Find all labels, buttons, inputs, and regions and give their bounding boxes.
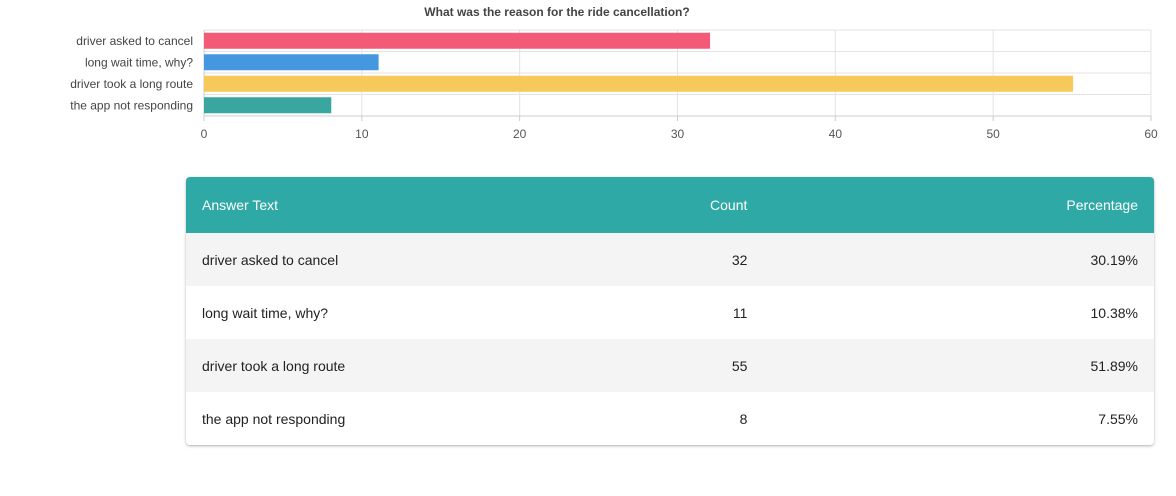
bar (204, 32, 711, 49)
table-row: driver asked to cancel 32 30.19% (186, 233, 1154, 286)
row-percentage: 30.19% (1090, 251, 1138, 268)
bar (204, 75, 1074, 92)
category-label: long wait time, why? (85, 55, 193, 69)
row-count: 55 (731, 357, 748, 374)
x-tick-label: 40 (829, 127, 843, 141)
bar (204, 54, 379, 71)
x-tick-label: 50 (986, 127, 1000, 141)
results-table: Answer Text Count Percentage driver aske… (186, 177, 1154, 445)
row-answer: driver took a long route (202, 357, 346, 374)
row-answer: long wait time, why? (202, 304, 329, 321)
category-label: the app not responding (70, 98, 193, 112)
header-count: Count (710, 197, 748, 213)
row-count: 8 (739, 410, 748, 427)
row-answer: driver asked to cancel (202, 251, 339, 268)
table-header-row: Answer Text Count Percentage (186, 177, 1154, 233)
bar (204, 97, 332, 114)
x-tick-label: 30 (671, 127, 685, 141)
table-row: driver took a long route 55 51.89% (186, 339, 1154, 392)
row-count: 11 (732, 304, 748, 321)
header-percentage: Percentage (1066, 197, 1138, 213)
header-answer-text: Answer Text (202, 197, 278, 213)
x-tick-label: 20 (513, 127, 527, 141)
table-row: long wait time, why? 11 10.38% (186, 286, 1154, 339)
row-percentage: 7.55% (1098, 410, 1138, 427)
row-answer: the app not responding (202, 410, 346, 427)
row-percentage: 51.89% (1090, 357, 1138, 374)
category-label: driver asked to cancel (76, 34, 193, 48)
results-table-card: Answer Text Count Percentage driver aske… (186, 177, 1154, 445)
bar-chart: What was the reason for the ride cancell… (70, 5, 1158, 141)
chart-title: What was the reason for the ride cancell… (424, 5, 689, 19)
x-tick-label: 10 (355, 127, 369, 141)
table-row: the app not responding 8 7.55% (186, 392, 1154, 445)
row-count: 32 (731, 251, 748, 268)
row-percentage: 10.38% (1090, 304, 1138, 321)
x-tick-label: 60 (1144, 127, 1158, 141)
category-label: driver took a long route (70, 77, 193, 91)
x-tick-label: 0 (201, 127, 208, 141)
